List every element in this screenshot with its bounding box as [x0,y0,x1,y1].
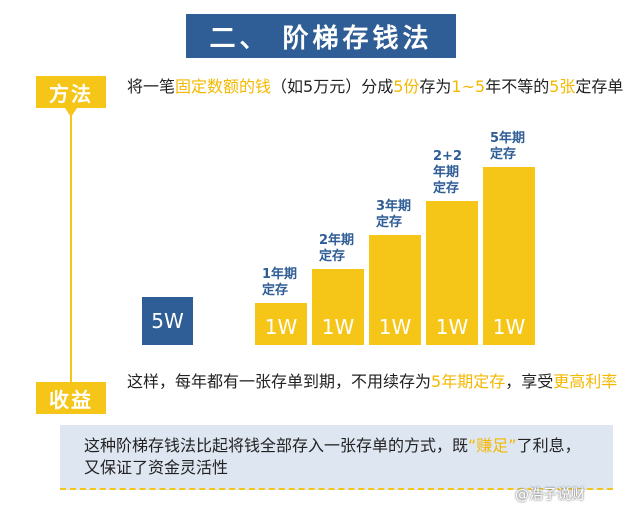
ladder-bar: 1W [483,167,535,345]
ladder-bar-label-line: 定存 [490,147,517,162]
ladder-bar-label-line: 2+2 [433,149,462,164]
ladder-bar-label: 3年期 定存 [376,199,411,231]
method-text-part: 定存单 [575,77,624,96]
ladder-bar: 1W [255,303,307,345]
ladder-bar-label-line: 1年期 [262,267,298,282]
ladder-bar-label-line: 3年期 [376,199,412,214]
method-text-part: （如5万元）分成 [271,77,394,96]
tag-notch [65,108,77,117]
total-amount-box: 5W [142,297,193,345]
ladder-bar-label-line: 定存 [262,283,289,298]
method-text-part: 将一笔 [127,77,176,96]
ladder-bar-label-line: 年期 [433,165,460,180]
benefit-tag-label: 收益 [49,387,93,412]
method-tag-label: 方法 [49,81,93,106]
benefit-highlight-term: 5年期定存 [431,372,506,391]
benefit-text-part: ，享受 [505,372,554,391]
ladder-bar-label-line: 定存 [376,215,403,230]
method-highlight-count: 5张 [549,77,576,96]
benefit-text: 这样，每年都有一张存单到期，不用续存为5年期定存，享受更高利率 [127,371,627,392]
ladder-bar: 1W [426,201,478,345]
method-highlight-amount: 固定数额的钱 [175,77,272,96]
ladder-bar-label: 2+2 年期 定存 [433,149,462,197]
note-highlight: “赚足” [468,436,517,455]
timeline-line [70,106,72,382]
ladder-bar: 1W [369,235,421,345]
benefit-text-part: 这样，每年都有一张存单到期，不用续存为 [127,372,432,391]
summary-note: 这种阶梯存钱法比起将钱全部存入一张存单的方式，既“赚足”了利息，又保证了资金灵活… [60,425,613,490]
watermark: @浩子说财 [515,487,585,503]
method-highlight-years: 1~5 [451,77,486,96]
benefit-tag: 收益 [36,382,106,414]
page-title: 二、 阶梯存钱法 [186,14,456,58]
benefit-highlight-rate: 更高利率 [553,372,618,391]
method-text-part: 年不等的 [485,77,550,96]
ladder-bar: 1W [312,269,364,345]
method-highlight-parts: 5份 [393,77,420,96]
ladder-bar-label-line: 定存 [319,249,346,264]
note-text-part: 这种阶梯存钱法比起将钱全部存入一张存单的方式，既 [84,436,469,455]
ladder-bar-label-line: 定存 [433,181,460,196]
ladder-bar-label: 5年期 定存 [490,131,525,163]
note-text-part: 了利息，又保证了资金灵活性 [84,436,581,477]
method-text: 将一笔固定数额的钱（如5万元）分成5份存为1~5年不等的5张定存单 [127,76,627,97]
ladder-bar-label-line: 2年期 [319,233,355,248]
ladder-bar-label-line: 5年期 [490,131,526,146]
method-text-part: 存为 [419,77,452,96]
ladder-bar-label: 1年期 定存 [262,267,297,299]
method-tag: 方法 [36,76,106,117]
ladder-bar-label: 2年期 定存 [319,233,354,265]
